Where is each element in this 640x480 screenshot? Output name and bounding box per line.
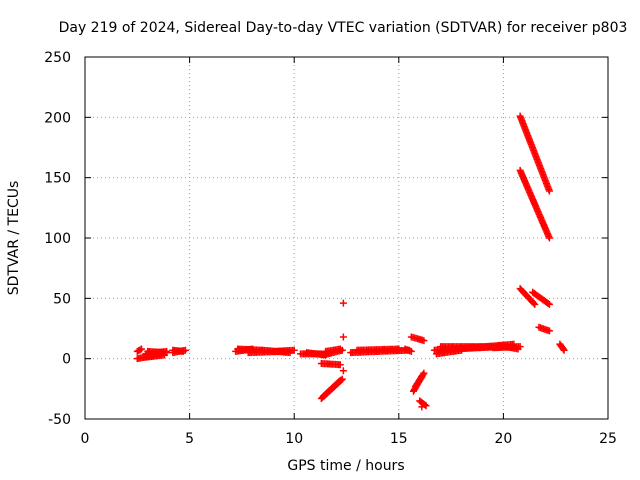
data-point: [545, 187, 553, 195]
data-point: [401, 345, 409, 353]
outlier-point: [418, 403, 426, 411]
data-point: [419, 370, 427, 378]
data-point: [544, 299, 552, 307]
data-point: [290, 346, 298, 354]
data-point: [336, 345, 344, 353]
x-tick-label: 15: [390, 431, 408, 447]
axis-ticks: 0 5 10 15 20 25 -50 0 50 100 150 200 250: [44, 50, 617, 447]
data-point: [545, 234, 553, 242]
y-tick-label: 50: [53, 291, 71, 307]
data-point: [335, 378, 343, 386]
data-point: [559, 345, 567, 353]
chart-title: Day 219 of 2024, Sidereal Day-to-day VTE…: [59, 20, 628, 36]
y-axis-label: SDTVAR / TECUs: [6, 181, 22, 296]
data-point: [163, 349, 171, 357]
data-point: [531, 300, 539, 308]
data-point: [336, 361, 344, 369]
grid: [85, 57, 608, 419]
data-point: [545, 300, 553, 308]
outlier-point: [339, 299, 347, 307]
y-tick-label: 0: [62, 352, 71, 368]
data-point: [420, 337, 428, 345]
y-tick-label: 250: [44, 50, 71, 66]
y-tick-label: 100: [44, 231, 71, 247]
x-tick-label: 10: [285, 431, 303, 447]
x-axis-label: GPS time / hours: [287, 458, 404, 474]
x-tick-label: 5: [185, 431, 194, 447]
data-point: [420, 369, 428, 377]
data-series: [133, 112, 568, 411]
x-tick-label: 25: [599, 431, 617, 447]
outlier-point: [339, 333, 347, 341]
data-point: [560, 346, 568, 354]
data-point: [530, 299, 538, 307]
data-point: [514, 345, 522, 353]
y-tick-label: -50: [48, 412, 71, 428]
x-tick-label: 0: [81, 431, 90, 447]
y-tick-label: 200: [44, 110, 71, 126]
outlier-point: [339, 367, 347, 375]
data-point: [545, 327, 553, 335]
data-point: [179, 347, 187, 355]
y-tick-label: 150: [44, 171, 71, 187]
data-point: [422, 402, 430, 410]
data-point: [336, 376, 344, 384]
data-point: [136, 346, 144, 354]
x-tick-label: 20: [494, 431, 512, 447]
data-point: [137, 345, 145, 353]
